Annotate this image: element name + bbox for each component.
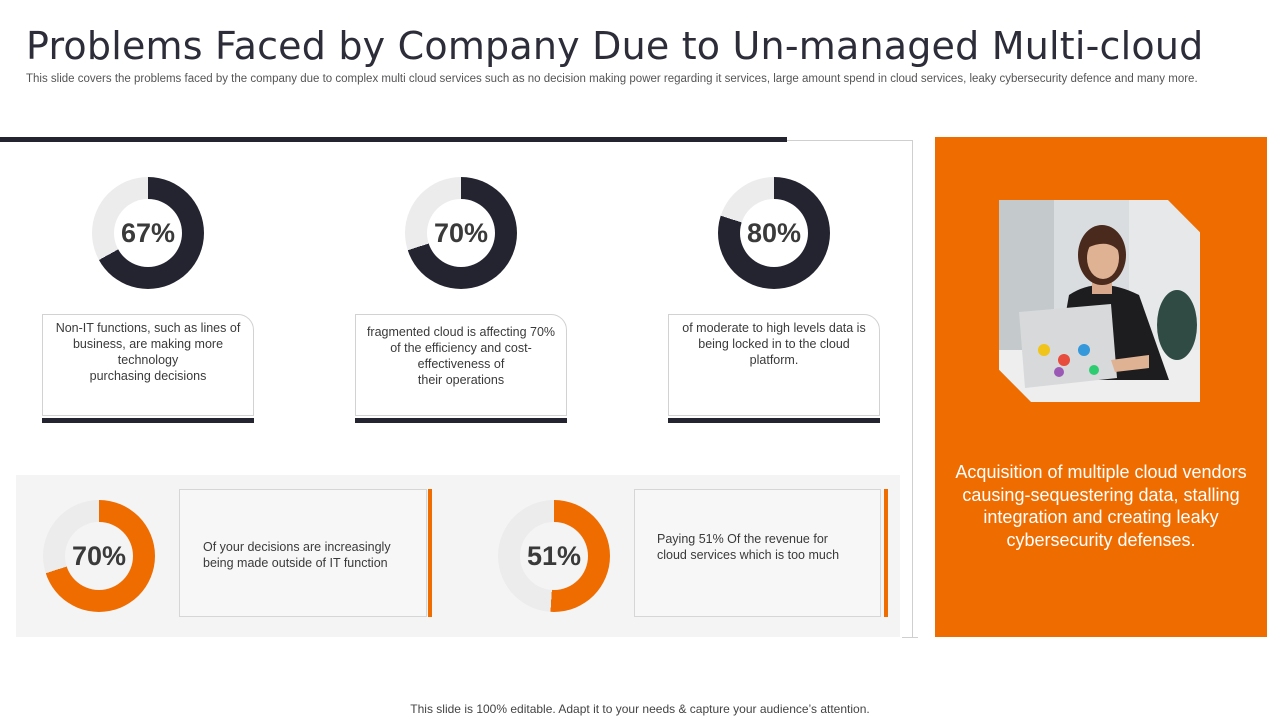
stat-card-text: of moderate to high levels data is being… [682,321,866,367]
stat-text-box: Of your decisions are increasingly being… [179,489,427,617]
donut-percent-label: 70% [71,540,127,571]
stat-text-box: Paying 51% Of the revenue for cloud serv… [634,489,881,617]
page-subtitle: This slide covers the problems faced by … [26,73,1198,85]
stat-card: Non-IT functions, such as lines of busin… [42,314,254,416]
stat-card-text: Non-IT functions, such as lines of busin… [55,321,241,383]
orange-accent-bar [884,489,888,617]
donut-chart-80: 80% [718,177,830,289]
photo-illustration [999,200,1200,402]
stat-card-underline [668,418,880,423]
page-title: Problems Faced by Company Due to Un-mana… [26,24,1204,68]
donut-chart-70: 70% [405,177,517,289]
frame-line-foot [902,637,918,638]
top-divider [0,137,787,142]
stat-card-underline [355,418,567,423]
orange-accent-bar [428,489,432,617]
stat-box-text: Paying 51% Of the revenue for cloud serv… [657,532,840,562]
stat-box-text: Of your decisions are increasingly being… [203,540,391,570]
donut-chart-67: 67% [92,177,204,289]
donut-percent-label: 80% [746,217,802,248]
donut-percent-label: 67% [120,217,176,248]
donut-percent-label: 51% [526,540,582,571]
frame-line-top [787,140,912,141]
highlight-text: Acquisition of multiple cloud vendors ca… [955,462,1247,550]
footer-note: This slide is 100% editable. Adapt it to… [410,702,870,716]
stat-card: fragmented cloud is affecting 70% of the… [355,314,567,416]
donut-chart-70-orange: 70% [43,500,155,612]
stat-card: of moderate to high levels data is being… [668,314,880,416]
stat-card-text: fragmented cloud is affecting 70% of the… [366,325,556,387]
lower-stats-panel: 70% Of your decisions are increasingly b… [16,475,900,637]
woman-using-laptop-photo [999,200,1200,402]
stat-card-underline [42,418,254,423]
frame-line-right [912,140,913,638]
highlight-panel: Acquisition of multiple cloud vendors ca… [935,137,1267,637]
donut-percent-label: 70% [433,217,489,248]
donut-chart-51-orange: 51% [498,500,610,612]
